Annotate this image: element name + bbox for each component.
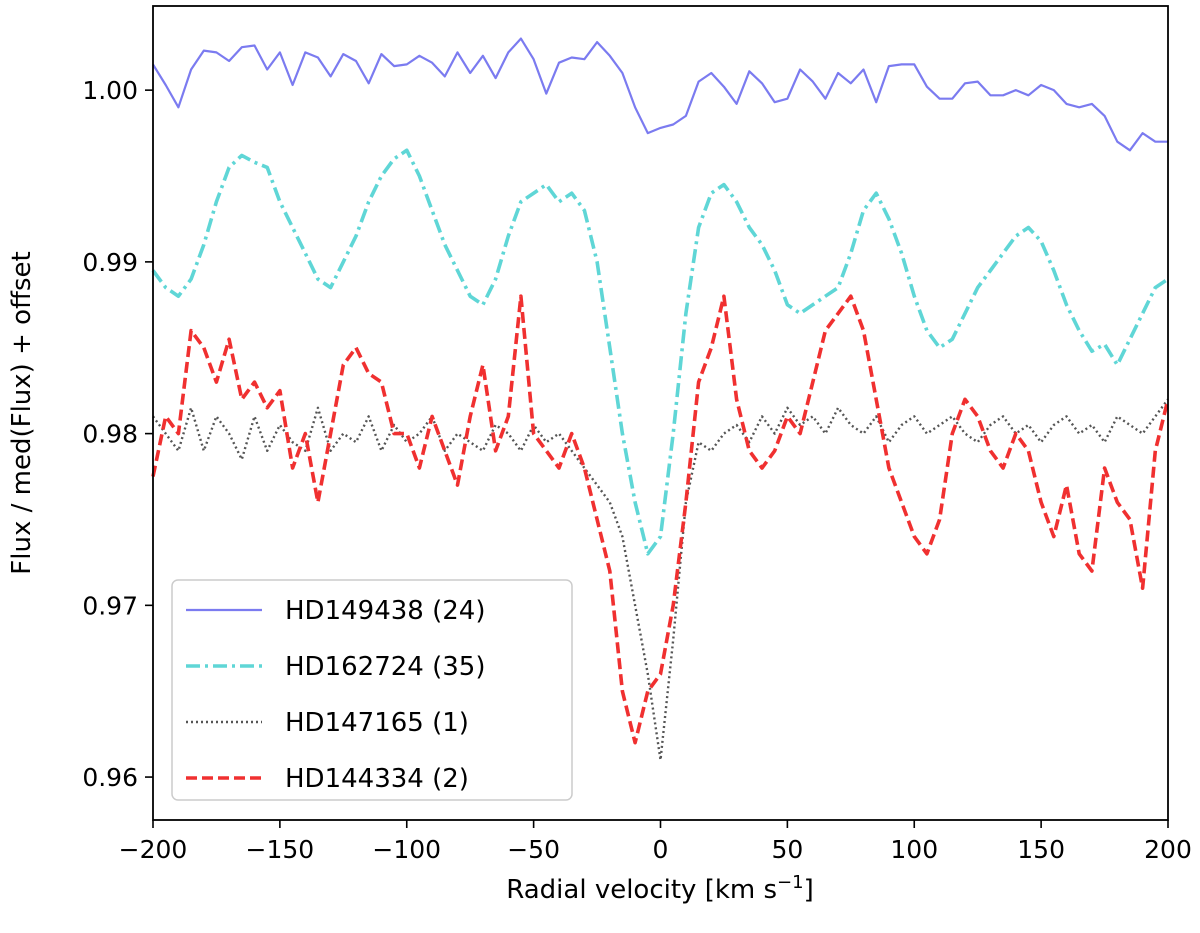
y-tick-label: 0.96 — [82, 763, 138, 792]
x-tick-label: −100 — [372, 835, 441, 864]
x-axis-label-exponent: −1 — [777, 872, 804, 893]
series-layer — [151, 37, 1170, 762]
x-axis-label: Radial velocity [km s−1] — [506, 872, 814, 905]
y-tick-label: 0.99 — [82, 248, 138, 277]
x-tick-label: 50 — [771, 835, 803, 864]
series-line-2 — [152, 398, 1169, 762]
legend-label-0: HD149438 (24) — [285, 596, 485, 626]
legend-box — [171, 579, 573, 801]
x-tick-label: 100 — [890, 835, 938, 864]
x-tick-label: 0 — [653, 835, 669, 864]
series-line-0 — [152, 37, 1168, 152]
x-axis-ticks: −200 −150 −100 −50 0 50 100 150 200 — [119, 820, 1192, 864]
y-axis-label: Flux / med(Flux) + offset — [7, 251, 37, 574]
y-axis-ticks: 0.96 0.97 0.98 0.99 1.00 — [82, 76, 153, 792]
legend: HD149438 (24) HD162724 (35) HD147165 (1) HD… — [171, 579, 573, 801]
series-line-3 — [151, 294, 1170, 745]
series-line-1 — [151, 148, 1170, 556]
x-tick-label: 150 — [1017, 835, 1065, 864]
x-tick-label: −200 — [119, 835, 188, 864]
legend-label-2: HD147165 (1) — [285, 708, 469, 738]
x-axis-label-end: ] — [804, 875, 814, 905]
y-tick-label: 1.00 — [82, 76, 138, 105]
y-tick-label: 0.97 — [82, 591, 138, 620]
y-tick-label: 0.98 — [82, 420, 138, 449]
legend-label-1: HD162724 (35) — [285, 652, 485, 682]
x-tick-label: −50 — [507, 835, 560, 864]
legend-label-3: HD144334 (2) — [285, 764, 469, 794]
x-tick-label: 200 — [1144, 835, 1192, 864]
x-tick-label: −150 — [246, 835, 315, 864]
